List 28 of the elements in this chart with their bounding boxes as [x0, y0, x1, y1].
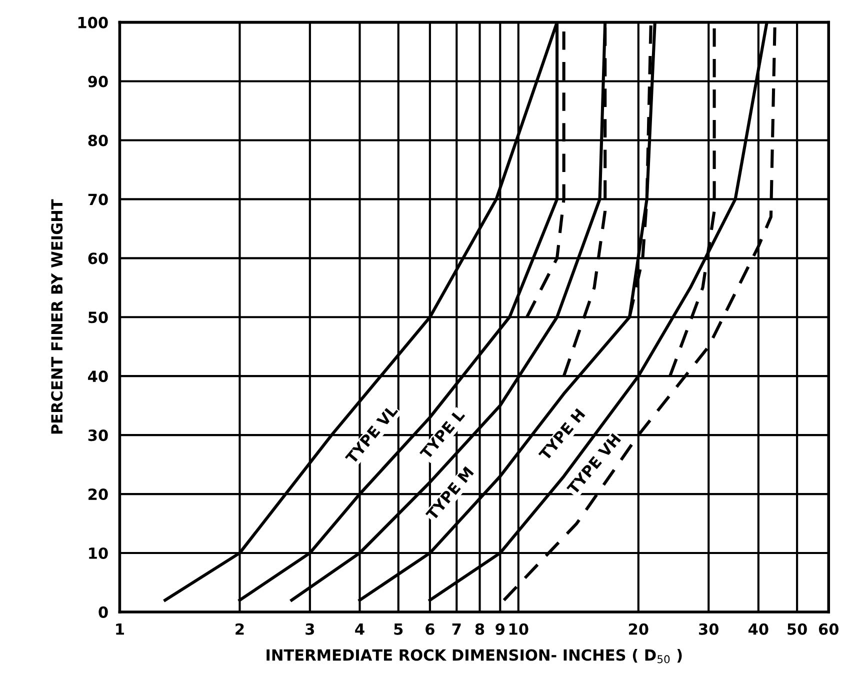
x-tick-label: 2: [236, 623, 244, 635]
y-tick-label: 100: [78, 16, 108, 28]
y-tick-label: 0: [98, 606, 108, 618]
x-tick-label: 50: [788, 623, 807, 635]
y-tick-label: 50: [88, 312, 108, 324]
x-tick-label: 30: [699, 623, 719, 635]
x-tick-label: 5: [394, 624, 403, 635]
x-tick-label: 1: [116, 624, 124, 635]
y-tick-label: 60: [88, 252, 108, 264]
x-tick-label: 60: [818, 623, 839, 635]
x-tick-label: 8: [475, 623, 484, 635]
x-tick-label: 9: [496, 623, 504, 635]
x-tick-label: 3: [306, 623, 314, 635]
y-tick-label: 80: [88, 134, 108, 146]
y-tick-label: 40: [88, 370, 108, 382]
x-tick-label: 4: [355, 624, 364, 635]
x-axis-title: INTERMEDIATE ROCK DIMENSION- INCHES ( D$_{50}$ ): [266, 648, 682, 664]
y-tick-label: 90: [88, 76, 108, 88]
y-tick-label: 30: [88, 430, 108, 442]
x-tick-label: 20: [628, 623, 648, 635]
x-tick-label: 7: [452, 624, 461, 635]
y-tick-label: 10: [89, 547, 108, 560]
x-tick-label: 6: [426, 623, 434, 635]
y-tick-label: 70: [88, 194, 108, 206]
x-tick-label: 10: [509, 623, 528, 635]
y-tick-label: 20: [88, 488, 108, 500]
y-axis-title: PERCENT FINER BY WEIGHT: [51, 199, 63, 434]
x-tick-label: 40: [748, 623, 768, 635]
